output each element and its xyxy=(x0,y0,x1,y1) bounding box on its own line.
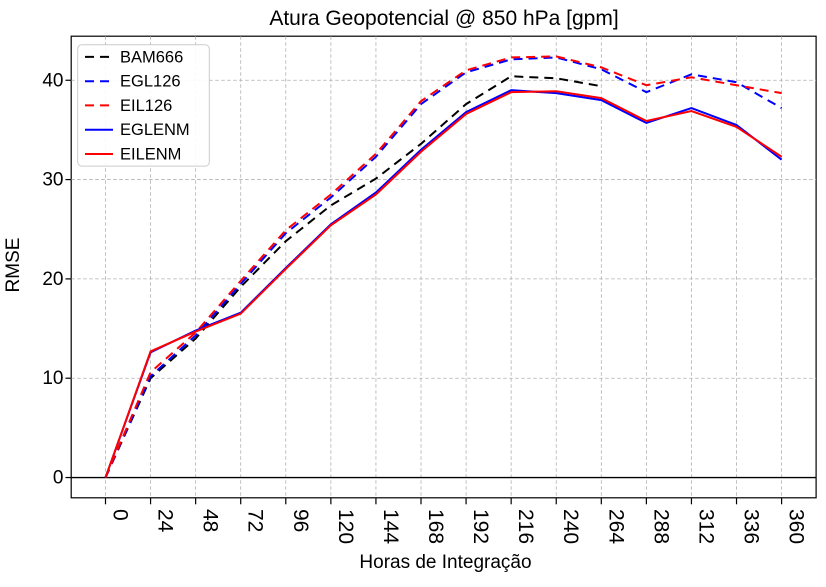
svg-text:EILENM: EILENM xyxy=(120,146,181,164)
svg-text:360: 360 xyxy=(785,509,808,544)
svg-text:EGL126: EGL126 xyxy=(120,73,181,91)
svg-text:EGLENM: EGLENM xyxy=(120,121,190,139)
svg-text:0: 0 xyxy=(109,509,132,521)
svg-text:10: 10 xyxy=(42,368,63,389)
svg-text:20: 20 xyxy=(42,269,63,290)
svg-text:96: 96 xyxy=(289,509,312,532)
svg-text:288: 288 xyxy=(649,509,672,544)
svg-text:264: 264 xyxy=(604,509,627,544)
svg-text:144: 144 xyxy=(379,509,402,544)
svg-text:336: 336 xyxy=(740,509,763,544)
svg-text:40: 40 xyxy=(42,70,63,91)
svg-text:72: 72 xyxy=(244,509,267,532)
svg-text:30: 30 xyxy=(42,170,63,191)
svg-text:BAM666: BAM666 xyxy=(120,48,183,66)
svg-text:RMSE: RMSE xyxy=(3,238,24,293)
svg-text:Atura Geopotencial @ 850 hPa [: Atura Geopotencial @ 850 hPa [gpm] xyxy=(269,7,618,30)
svg-text:240: 240 xyxy=(559,509,582,544)
svg-text:Horas de Integração: Horas de Integração xyxy=(359,552,531,573)
svg-text:312: 312 xyxy=(694,509,717,544)
svg-text:216: 216 xyxy=(514,509,537,544)
svg-text:48: 48 xyxy=(199,509,222,532)
svg-text:EIL126: EIL126 xyxy=(120,97,172,115)
svg-text:0: 0 xyxy=(53,468,64,489)
svg-text:168: 168 xyxy=(424,509,447,544)
svg-text:192: 192 xyxy=(469,509,492,544)
svg-text:24: 24 xyxy=(154,509,177,533)
svg-text:120: 120 xyxy=(334,509,357,544)
